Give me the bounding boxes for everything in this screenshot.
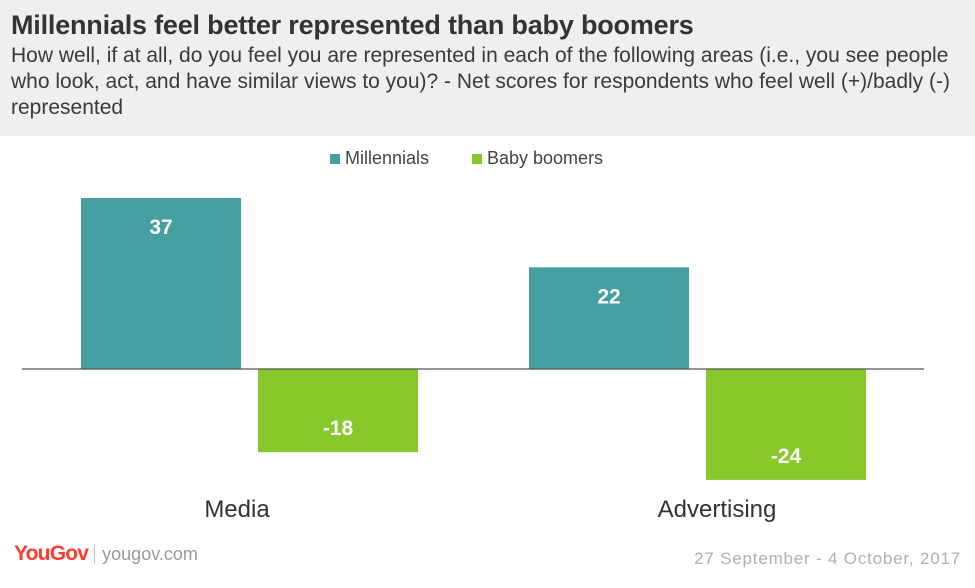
legend-swatch-0 — [330, 154, 340, 164]
chart-header: Millennials feel better represented than… — [0, 0, 975, 136]
bar-baby-boomers-advertising — [706, 369, 866, 480]
data-label-0-1: 22 — [597, 285, 620, 308]
data-labels-group: 37 -18 22 -24 — [149, 216, 801, 468]
category-label-advertising: Advertising — [658, 496, 777, 523]
yougov-logo: YouGov yougov.com — [14, 542, 198, 566]
survey-date: 27 September - 4 October, 2017 — [694, 549, 961, 568]
bar-baby-boomers-media — [258, 369, 418, 453]
data-label-1-0: -18 — [323, 417, 354, 440]
data-label-0-0: 37 — [149, 216, 172, 239]
bar-millennials-advertising — [529, 267, 689, 369]
legend: Millennials Baby boomers — [330, 148, 603, 168]
legend-label-0: Millennials — [345, 148, 429, 168]
logo-wordmark: YouGov — [14, 542, 89, 565]
category-label-media: Media — [204, 496, 270, 523]
logo-divider — [94, 544, 96, 564]
legend-swatch-1 — [472, 154, 482, 164]
data-label-1-1: -24 — [771, 445, 802, 468]
bar-chart: Millennials Baby boomers 37 -18 22 -24 Media… — [22, 148, 924, 523]
chart-title: Millennials feel better represented than… — [11, 10, 694, 40]
bar-millennials-media — [81, 198, 241, 369]
source-url: yougov.com — [102, 544, 198, 564]
category-labels-group: Media Advertising — [204, 496, 776, 523]
chart-subtitle: How well, if at all, do you feel you are… — [11, 44, 950, 119]
bars-group — [81, 198, 866, 480]
legend-label-1: Baby boomers — [487, 148, 603, 168]
